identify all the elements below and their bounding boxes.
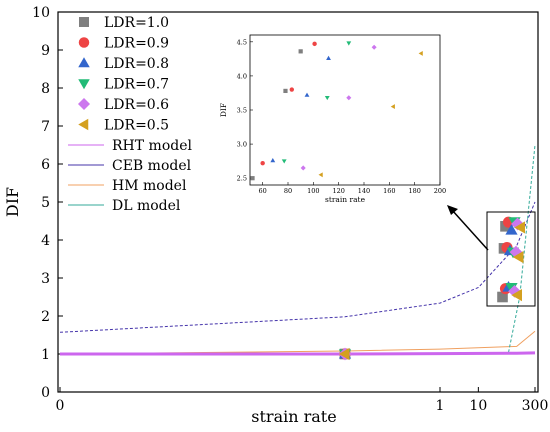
legend-marker xyxy=(78,98,90,110)
y-tick-label: 6 xyxy=(41,157,50,173)
x-tick-label: 10 xyxy=(469,398,487,414)
data-point xyxy=(511,289,523,302)
inset-x-tick-label: 200 xyxy=(434,187,446,195)
inset-data-point xyxy=(260,160,265,166)
x-tick-label: 0 xyxy=(56,398,65,414)
legend-label: CEB model xyxy=(112,158,192,174)
y-tick-label: 5 xyxy=(41,195,50,211)
inset-data-point xyxy=(289,87,295,92)
y-tick-label: 4 xyxy=(41,233,50,249)
inset-data-point xyxy=(346,41,352,46)
x-axis-title: strain rate xyxy=(251,407,336,426)
inset-y-tick-label: 2.5 xyxy=(237,175,247,183)
legend-label: LDR=1.0 xyxy=(104,15,169,31)
legend-label: LDR=0.8 xyxy=(104,56,169,72)
data-point xyxy=(497,291,508,303)
legend-label: RHT model xyxy=(112,138,192,154)
inset-data-point xyxy=(318,172,323,178)
y-axis-title: DIF xyxy=(3,187,22,217)
inset-data-point xyxy=(390,104,395,110)
legend-label: LDR=0.7 xyxy=(104,77,169,93)
inset-data-point xyxy=(250,176,255,181)
y-tick-label: 1 xyxy=(41,347,50,363)
inset-y-tick-label: 4.5 xyxy=(237,38,247,46)
inset-data-point xyxy=(283,88,288,94)
inset-data-point xyxy=(312,41,317,47)
inset-data-point xyxy=(346,95,352,101)
inset-data-point xyxy=(281,159,287,164)
x-tick-label: 300 xyxy=(522,398,549,414)
data-point xyxy=(514,221,526,234)
inset-y-tick-label: 3.0 xyxy=(237,141,247,149)
legend-label: HM model xyxy=(112,178,187,194)
inset-y-tick-label: 3.5 xyxy=(237,107,247,115)
inset-data-point xyxy=(304,92,310,97)
data-point xyxy=(338,347,350,361)
legend-marker xyxy=(79,17,89,27)
inset-data-point xyxy=(298,49,303,54)
inset-frame xyxy=(249,34,441,186)
zoom-arrow-line xyxy=(451,209,489,251)
inset-x-tick-label: 80 xyxy=(284,187,292,195)
legend-marker xyxy=(78,118,89,131)
rht-model-curve xyxy=(60,351,536,356)
y-tick-label: 3 xyxy=(41,271,50,287)
y-tick-label: 8 xyxy=(41,81,50,97)
legend-marker xyxy=(78,37,90,48)
inset-x-tick-label: 100 xyxy=(307,187,319,195)
zoom-arrowhead xyxy=(447,205,458,215)
inset-data-point xyxy=(418,50,423,56)
inset-y-tick-label: 4.0 xyxy=(237,72,247,80)
inset-x-tick-label: 60 xyxy=(259,187,267,195)
data-point xyxy=(505,224,518,235)
inset-x-tick-label: 180 xyxy=(408,187,420,195)
y-tick-label: 2 xyxy=(41,309,50,325)
hm-model-curve xyxy=(59,330,536,355)
y-tick-label: 7 xyxy=(41,119,50,135)
inset-plot: 60 80 100 120 140 160 180 200 2.5 3.0 3.5 4.0 4.5 str… xyxy=(219,34,446,204)
inset-data-point xyxy=(270,158,276,163)
legend-label: DL model xyxy=(112,198,181,214)
inset-x-tick-label: 160 xyxy=(383,187,395,195)
data-point xyxy=(508,284,521,298)
legend-label: LDR=0.6 xyxy=(104,97,169,113)
inset-y-axis-title: DIF xyxy=(219,103,228,117)
inset-data-point xyxy=(300,165,306,171)
legend-label: LDR=0.9 xyxy=(104,36,169,52)
legend-label: LDR=0.5 xyxy=(104,118,169,134)
inset-data-point xyxy=(371,44,377,50)
inset-x-tick-label: 140 xyxy=(358,187,370,195)
data-point xyxy=(511,217,524,231)
y-tick-label: 0 xyxy=(41,385,50,401)
zoom-callout xyxy=(447,205,536,307)
legend-marker xyxy=(78,57,90,68)
inset-data-point xyxy=(324,95,330,101)
inset-data-point xyxy=(326,55,331,60)
legend-marker xyxy=(78,79,90,90)
inset-x-axis-title: strain rate xyxy=(325,195,366,204)
legend: LDR=1.0 LDR=0.9 LDR=0.8 LDR=0.7 LDR=0.6 LDR=0… xyxy=(68,15,192,214)
y-tick-label: 9 xyxy=(41,43,50,59)
zoom-box xyxy=(486,211,536,307)
x-tick-label: 1 xyxy=(436,398,445,414)
data-point xyxy=(512,251,524,264)
ceb-model-curve xyxy=(59,201,536,333)
inset-x-tick-label: 120 xyxy=(332,187,344,195)
y-tick-label: 10 xyxy=(32,5,50,21)
